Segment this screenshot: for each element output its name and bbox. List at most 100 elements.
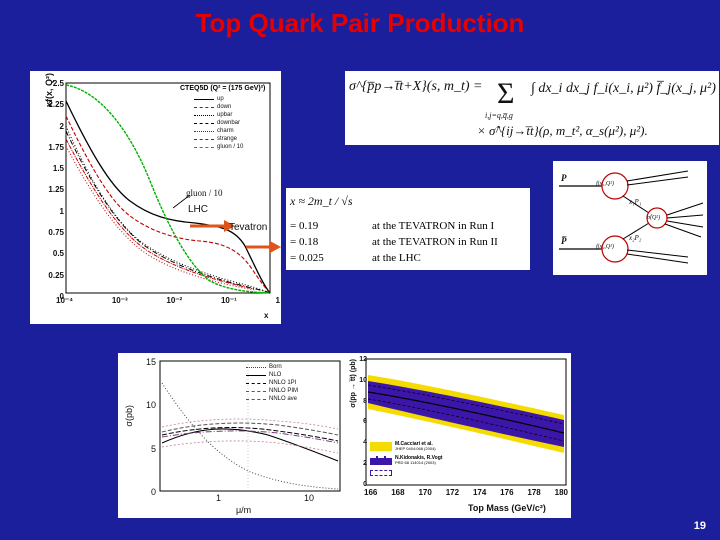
legend-label: NNLO PIM [269, 388, 299, 394]
scale-yticks: 15 10 5 0 [132, 357, 156, 497]
mass-xtick: 172 [445, 488, 460, 497]
legend-label: charm [217, 128, 234, 134]
pdf-ytick: 2.25 [48, 100, 64, 110]
mass-legend: M.Cacciari et al. JHEP 0404:068 (2004) N… [370, 442, 480, 480]
x-row: = 0.025 at the LHC [290, 250, 526, 266]
scale-plot: σ(pb) 15 10 5 0 1 10 μ/m Born NLO NNLO 1… [118, 353, 349, 518]
x-value: = 0.025 [290, 252, 324, 264]
scale-ytick: 0 [150, 486, 156, 497]
legend-label: NNLO ave [269, 396, 298, 402]
x-values-table: = 0.19 at the TEVATRON in Run I = 0.18 a… [290, 218, 526, 266]
pdf-bottom-label: f(x₂,Q²) [596, 244, 615, 250]
mass-ylabel: σ(p̅p → t̅t) (pb) [350, 359, 357, 408]
legend-label: upbar [217, 112, 233, 118]
mass-xtick: 168 [391, 488, 405, 497]
gluon-annotation-pointer [172, 194, 191, 209]
pdf-plot-canvas [65, 82, 271, 294]
gluon-annotation: gluon / 10 [186, 188, 223, 198]
mass-xtick: 166 [364, 488, 378, 497]
legend-entry-gluon: gluon / 10 [180, 143, 276, 151]
legend-label: downbar [217, 120, 241, 126]
pdf-ytick: 2 [59, 121, 64, 131]
mass-ytick: 8 [363, 397, 367, 405]
pdf-xlabel: x [264, 311, 269, 320]
mass-xtick: 174 [472, 488, 487, 497]
scale-legend-nlo: NLO [246, 371, 342, 379]
pdf-plot: xf(x, Q²) 2.5 2.25 2 1.75 1.5 1.25 1 0.7… [30, 71, 281, 324]
mass-legend-sub: JHEP 0404:068 (2004) [395, 446, 436, 451]
pdf-ytick: 1 [59, 206, 64, 216]
legend-label: down [217, 104, 232, 110]
pdf-ytick: 0 [59, 291, 64, 301]
pdf-xtick: 10⁻¹ [220, 296, 237, 305]
legend-entry-upbar: upbar [180, 111, 276, 119]
legend-label: NNLO 1PI [269, 380, 297, 386]
mass-xtick: 180 [554, 488, 568, 497]
x-value: = 0.19 [290, 220, 319, 232]
mass-xtick: 178 [527, 488, 541, 497]
mass-legend-entry: M.Cacciari et al. JHEP 0404:068 (2004) [370, 442, 480, 456]
x-row: = 0.18 at the TEVATRON in Run II [290, 234, 526, 250]
sigma-label: σ̂(Q²) [647, 215, 661, 221]
legend-entry-down: down [180, 103, 276, 111]
mass-legend-label: M.Cacciari et al. [395, 441, 433, 447]
scale-legend-nnlo-ave: NNLO ave [246, 395, 342, 403]
sum-symbol: Σ [497, 77, 515, 110]
pdf-ytick: 1.25 [48, 185, 64, 195]
scale-ytick: 15 [145, 357, 156, 367]
scale-legend-born: Born [246, 363, 342, 371]
pdf-xtick: 10⁻² [166, 296, 183, 305]
pdf-xticks: 10⁻⁴ 10⁻³ 10⁻² 10⁻¹ 1 [56, 296, 280, 305]
legend-label: NLO [269, 372, 282, 378]
page-number: 19 [693, 520, 706, 532]
pdf-yticks: 2.5 2.25 2 1.75 1.5 1.25 1 0.75 0.5 0.25… [32, 79, 64, 301]
mass-xtick: 170 [418, 488, 432, 497]
legend-label: up [217, 96, 224, 102]
proton-label: P [561, 173, 567, 183]
mass-ytick: 0 [363, 480, 367, 488]
tevatron-label: Tevatron [229, 222, 268, 233]
pdf-xtick: 1 [275, 296, 280, 305]
mass-plot: σ(p̅p → t̅t) (pb) 166 168 170 172 174 17… [348, 353, 571, 518]
scale-ytick: 10 [145, 400, 156, 411]
mass-legend-entry [370, 470, 480, 480]
legend-label: Born [269, 364, 282, 370]
feynman-canvas [559, 170, 704, 264]
x2-label: x₂P₂ [629, 234, 642, 242]
mass-legend-swatch [370, 456, 392, 465]
legend-entry-charm: charm [180, 127, 276, 135]
mass-xticks: 166 168 170 172 174 176 178 180 [364, 488, 568, 497]
formula-lhs: σ^{p̅p→t̅t+X}(s, m_t) = [349, 79, 483, 94]
pdf-ytick: 1.75 [48, 142, 64, 152]
pdf-top-label: f(x₁,Q²) [596, 181, 615, 187]
formula-integrand: ∫ dx_i dx_j f_i(x_i, μ²) f̅_j(x_j, μ²) [531, 81, 716, 96]
pdf-ytick: 0.75 [48, 228, 64, 238]
pdf-ytick: 2.5 [52, 79, 64, 88]
legend-entry-strange: strange [180, 135, 276, 143]
lhc-label: LHC [188, 204, 209, 215]
mass-legend-label: N.Kidonakis, R.Vogt [395, 455, 443, 461]
mass-legend-sub: PRD 68 114014 (2003) [395, 460, 436, 465]
mass-xtick: 176 [500, 488, 514, 497]
scale-xlabel: μ/m [236, 505, 252, 515]
x1-label: x₁P₁ [629, 198, 642, 206]
lhc-arrow-icon [190, 220, 235, 232]
sum-subscript: i,j=q,q̅,g [485, 111, 513, 120]
tevatron-arrow-icon [246, 241, 281, 253]
scale-legend-nnlo-pim: NNLO PIM [246, 387, 342, 395]
scale-legend: Born NLO NNLO 1PI NNLO PIM NNLO ave [246, 363, 342, 403]
pdf-ytick: 0.25 [48, 270, 64, 280]
x-formula: x ≈ 2m_t / √s = 0.19 at the TEVATRON in … [286, 188, 530, 270]
scale-ytick: 5 [150, 443, 156, 454]
cross-section-formula: σ^{p̅p→t̅t+X}(s, m_t) = Σ i,j=q,q̅,g ∫ d… [345, 71, 719, 145]
x-desc: at the TEVATRON in Run II [372, 236, 498, 248]
legend-entry-up: up [180, 95, 276, 103]
feynman-diagram: P P̅ f(x₁,Q²) f(x₂,Q²) x₁P₁ x₂P₂ σ̂(Q²) [553, 161, 707, 275]
x-row: = 0.19 at the TEVATRON in Run I [290, 218, 526, 234]
mass-legend-swatch [370, 442, 392, 451]
formula-partonic: × σ̂^{ij→t̅t}(ρ, m_t², α_s(μ²), μ²). [477, 123, 648, 138]
slide-title: Top Quark Pair Production [195, 8, 525, 38]
x-value: = 0.18 [290, 236, 319, 248]
x-desc: at the LHC [372, 252, 421, 264]
legend-label: strange [217, 136, 238, 142]
